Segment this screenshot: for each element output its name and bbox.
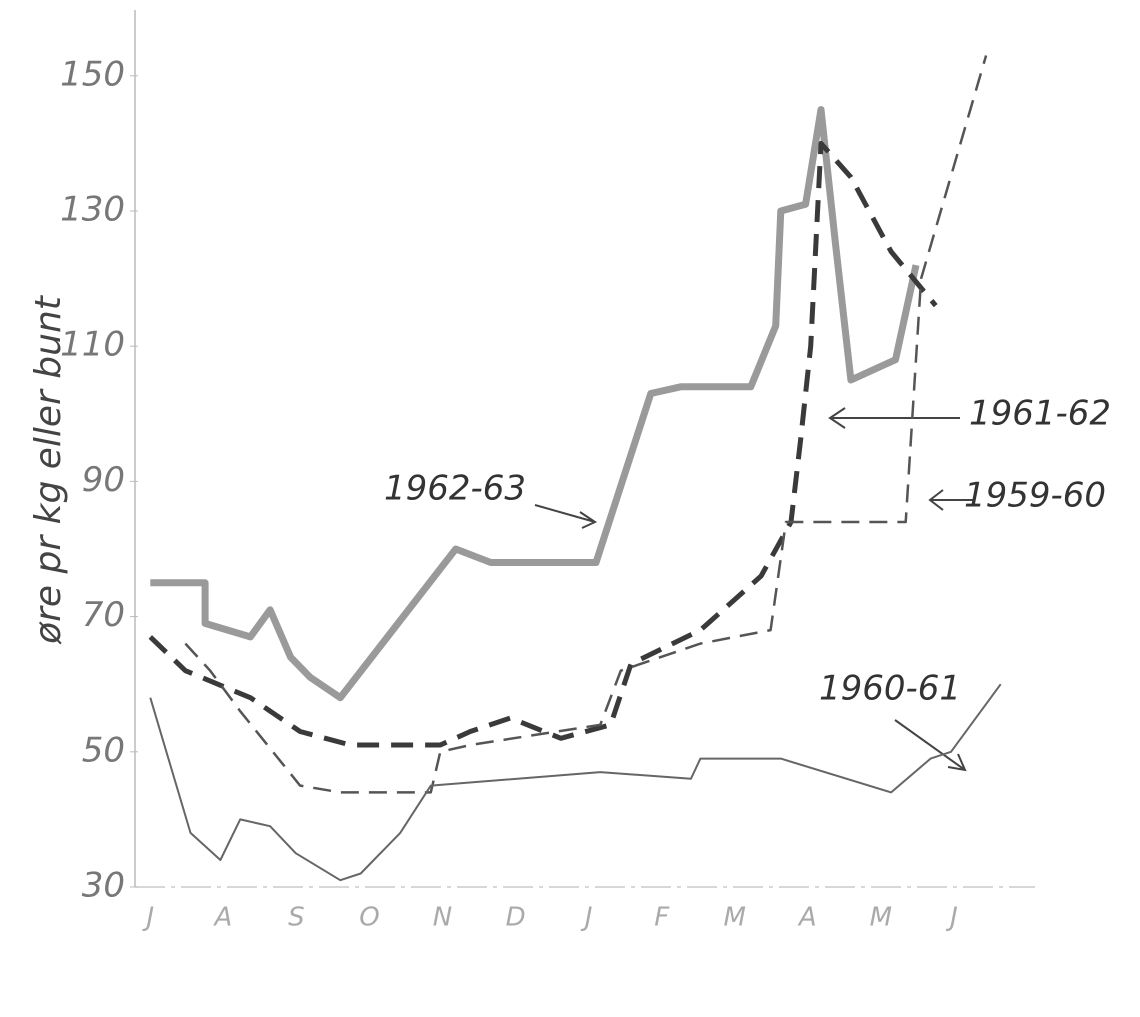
x-tick-label: J [580,903,593,933]
x-tick-label: M [870,903,892,933]
x-tick-label: A [212,903,232,933]
y-tick-label: 150 [60,54,125,94]
x-tick-label: O [359,903,379,933]
annotation: 1961-62 [969,394,1111,434]
x-tick-label: F [654,903,670,933]
y-tick-label: 30 [82,866,125,906]
y-tick-label: 50 [82,730,125,770]
x-tick-label: N [433,903,452,933]
annotation: 1960-61 [819,669,961,709]
y-tick-label: 70 [82,595,125,635]
line-series [184,55,988,794]
x-tick-label: J [945,903,958,933]
x-tick-label: S [288,903,305,933]
annotation: 1959-60 [964,476,1106,516]
line-series [148,140,938,748]
x-tick-label: M [724,903,746,933]
y-tick-label: 130 [60,190,125,230]
y-axis-title: øre pr kg eller bunt [28,294,69,645]
annotation-arrows [534,407,975,772]
x-tick-label: J [141,903,154,933]
line-series [150,106,920,702]
annotation: 1962-63 [384,469,526,509]
line-series [149,683,1002,882]
x-tick-label: A [797,903,817,933]
x-tick-label: D [506,903,526,933]
y-tick-label: 110 [60,325,125,365]
y-tick-label: 90 [82,460,125,500]
